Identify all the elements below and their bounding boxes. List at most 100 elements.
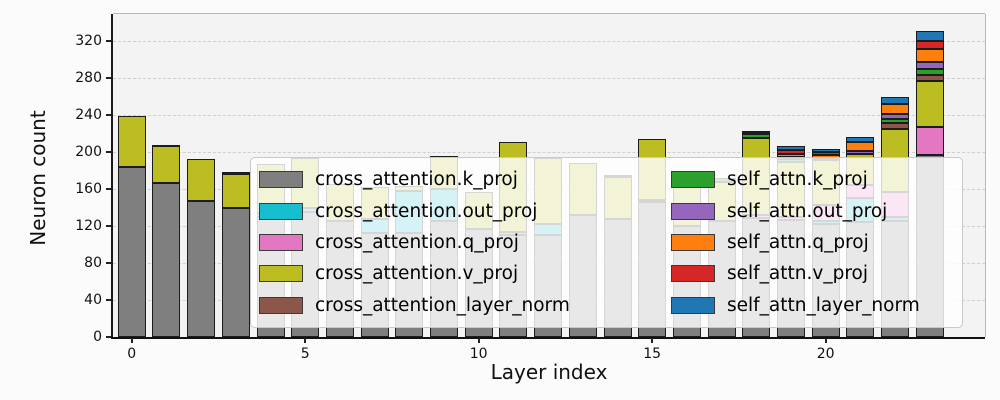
legend-label-cross_attention.out_proj: cross_attention.out_proj [315, 200, 538, 222]
legend: cross_attention.k_proj cross_attention.ou… [250, 157, 963, 328]
legend-swatch-self_attn_layer_norm [671, 296, 715, 314]
legend-item-cross_attention.out_proj: cross_attention.out_proj [259, 196, 663, 227]
y-tick-200 [106, 151, 111, 153]
bar-layer-22-self_attn_layer_norm [881, 97, 910, 104]
y-tick-label-280: 280 [75, 70, 102, 86]
y-axis-spine [111, 14, 113, 339]
y-tick-280 [106, 77, 111, 79]
legend-swatch-cross_attention.out_proj [259, 202, 303, 220]
x-tick-20 [824, 338, 827, 343]
legend-label-cross_attention.v_proj: cross_attention.v_proj [315, 263, 519, 285]
bar-layer-18-self_attn.v_proj [742, 132, 771, 135]
legend-item-self_attn.v_proj: self_attn.v_proj [671, 258, 962, 289]
y-tick-label-160: 160 [75, 181, 102, 197]
legend-swatch-cross_attention.q_proj [259, 233, 303, 251]
grid-line-y200 [113, 152, 985, 153]
legend-swatch-self_attn.k_proj [671, 171, 715, 189]
bar-layer-22-cross_attention_layer_norm [881, 123, 910, 129]
bar-layer-21-self_attn.out_proj [846, 151, 875, 154]
grid-line-y320 [113, 41, 985, 42]
bar-layer-20-self_attn.v_proj [811, 152, 840, 155]
bar-layer-23-self_attn.out_proj [915, 62, 944, 69]
legend-item-cross_attention.q_proj: cross_attention.q_proj [259, 227, 663, 258]
legend-item-self_attn.q_proj: self_attn.q_proj [671, 227, 962, 258]
legend-label-self_attn.q_proj: self_attn.q_proj [727, 231, 869, 253]
legend-label-cross_attention.q_proj: cross_attention.q_proj [315, 231, 519, 253]
x-tick-label-0: 0 [127, 346, 137, 362]
legend-swatch-cross_attention.k_proj [259, 171, 303, 189]
bar-layer-23-self_attn_layer_norm [915, 30, 944, 41]
x-tick-label-20: 20 [816, 346, 835, 362]
legend-column-cross-attention: cross_attention.k_proj cross_attention.ou… [251, 158, 663, 327]
y-tick-label-200: 200 [75, 144, 102, 160]
bar-layer-21-self_attn_layer_norm [846, 137, 875, 142]
bar-layer-3-cross_attention.v_proj [221, 174, 250, 209]
legend-swatch-self_attn.q_proj [671, 233, 715, 251]
legend-item-self_attn.out_proj: self_attn.out_proj [671, 196, 962, 227]
y-tick-label-80: 80 [84, 255, 102, 271]
x-axis-label: Layer index [490, 360, 608, 384]
bar-layer-22-self_attn.q_proj [881, 103, 910, 115]
bar-layer-19-self_attn.v_proj [777, 150, 805, 154]
right-spine [985, 14, 986, 337]
x-tick-label-10: 10 [469, 346, 488, 362]
bar-layer-2-cross_attention.v_proj [187, 159, 216, 202]
top-spine [113, 13, 985, 14]
y-tick-40 [106, 299, 111, 301]
bar-layer-22-self_attn.out_proj [881, 114, 910, 119]
legend-swatch-cross_attention.v_proj [259, 265, 303, 283]
bar-layer-23-cross_attention.v_proj [915, 80, 944, 128]
bar-layer-19-self_attn.q_proj [777, 153, 805, 157]
bar-layer-0-cross_attention.k_proj [117, 166, 146, 337]
bar-layer-18-self_attn.k_proj [742, 134, 771, 139]
grid-line-y240 [113, 115, 985, 116]
bar-layer-23-cross_attention.q_proj [915, 127, 944, 155]
x-tick-label-15: 15 [643, 346, 662, 362]
y-tick-240 [106, 114, 111, 116]
bar-layer-1-cross_attention_layer_norm [152, 144, 181, 147]
y-tick-label-320: 320 [75, 33, 102, 49]
x-tick-label-5: 5 [300, 346, 310, 362]
legend-item-cross_attention_layer_norm: cross_attention_layer_norm [259, 290, 663, 321]
bar-layer-3-self_attn.out_proj [221, 172, 250, 175]
x-tick-15 [651, 338, 654, 343]
bar-layer-1-cross_attention.k_proj [152, 183, 181, 337]
legend-column-self-attn: self_attn.k_proj self_attn.out_proj self_a… [663, 158, 962, 327]
y-tick-80 [106, 262, 111, 264]
y-tick-160 [106, 188, 111, 190]
legend-label-self_attn.out_proj: self_attn.out_proj [727, 200, 888, 222]
legend-item-cross_attention.k_proj: cross_attention.k_proj [259, 164, 663, 195]
legend-label-self_attn.k_proj: self_attn.k_proj [727, 169, 868, 191]
y-tick-120 [106, 225, 111, 227]
bar-layer-1-cross_attention.v_proj [152, 146, 181, 184]
grid-line-y280 [113, 78, 985, 79]
legend-label-self_attn.v_proj: self_attn.v_proj [727, 263, 868, 285]
bar-layer-2-cross_attention.k_proj [187, 201, 216, 337]
bar-layer-3-cross_attention.k_proj [221, 208, 250, 337]
legend-item-self_attn_layer_norm: self_attn_layer_norm [671, 290, 962, 321]
bar-layer-19-self_attn_layer_norm [777, 146, 805, 151]
legend-item-cross_attention.v_proj: cross_attention.v_proj [259, 258, 663, 289]
legend-label-cross_attention_layer_norm: cross_attention_layer_norm [315, 294, 570, 316]
bar-layer-21-self_attn.q_proj [846, 141, 875, 152]
legend-label-self_attn_layer_norm: self_attn_layer_norm [727, 294, 920, 316]
y-tick-label-240: 240 [75, 107, 102, 123]
y-tick-label-40: 40 [84, 292, 102, 308]
y-tick-0 [106, 336, 111, 338]
x-tick-5 [304, 338, 307, 343]
y-tick-320 [106, 40, 111, 42]
x-tick-0 [130, 338, 133, 343]
bar-layer-23-self_attn.q_proj [915, 49, 944, 63]
y-tick-label-0: 0 [93, 329, 102, 345]
legend-swatch-self_attn.out_proj [671, 202, 715, 220]
legend-item-self_attn.k_proj: self_attn.k_proj [671, 164, 962, 195]
x-axis-spine [111, 337, 985, 339]
legend-swatch-self_attn.v_proj [671, 265, 715, 283]
bar-layer-23-self_attn.v_proj [915, 41, 944, 50]
bar-layer-23-self_attn.k_proj [915, 68, 944, 76]
bar-layer-18-self_attn_layer_norm [742, 130, 771, 133]
legend-swatch-cross_attention_layer_norm [259, 296, 303, 314]
bar-layer-22-self_attn.k_proj [881, 118, 910, 124]
bar-layer-23-cross_attention_layer_norm [915, 75, 944, 81]
